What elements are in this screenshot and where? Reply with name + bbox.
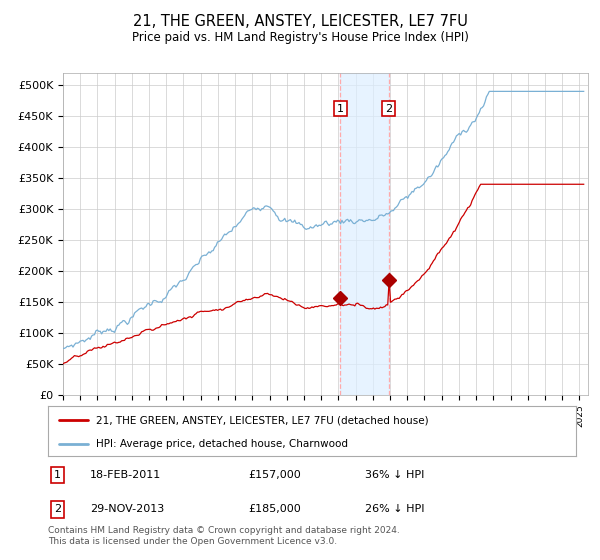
Text: 2: 2 <box>385 104 392 114</box>
Text: 26% ↓ HPI: 26% ↓ HPI <box>365 505 424 515</box>
Text: Price paid vs. HM Land Registry's House Price Index (HPI): Price paid vs. HM Land Registry's House … <box>131 31 469 44</box>
Text: £185,000: £185,000 <box>248 505 301 515</box>
Text: HPI: Average price, detached house, Charnwood: HPI: Average price, detached house, Char… <box>95 439 347 449</box>
Text: £157,000: £157,000 <box>248 470 301 480</box>
Text: Contains HM Land Registry data © Crown copyright and database right 2024.
This d: Contains HM Land Registry data © Crown c… <box>48 526 400 546</box>
Text: 1: 1 <box>337 104 344 114</box>
Text: 36% ↓ HPI: 36% ↓ HPI <box>365 470 424 480</box>
Text: 21, THE GREEN, ANSTEY, LEICESTER, LE7 7FU: 21, THE GREEN, ANSTEY, LEICESTER, LE7 7F… <box>133 14 467 29</box>
Text: 18-FEB-2011: 18-FEB-2011 <box>90 470 161 480</box>
Text: 21, THE GREEN, ANSTEY, LEICESTER, LE7 7FU (detached house): 21, THE GREEN, ANSTEY, LEICESTER, LE7 7F… <box>95 415 428 425</box>
Text: 1: 1 <box>54 470 61 480</box>
Text: 2: 2 <box>54 505 61 515</box>
Text: 29-NOV-2013: 29-NOV-2013 <box>90 505 164 515</box>
Bar <box>340 73 389 395</box>
